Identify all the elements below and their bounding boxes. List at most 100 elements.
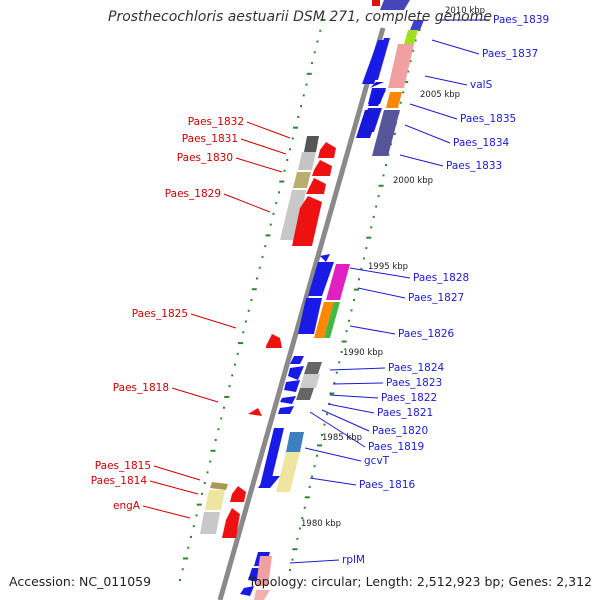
- scale-tick: [313, 465, 316, 468]
- gene-label[interactable]: Paes_1837: [482, 48, 538, 60]
- gene-feature[interactable]: [280, 190, 306, 240]
- gene-feature[interactable]: [372, 110, 400, 156]
- gene-feature[interactable]: [362, 40, 388, 84]
- scale-tick: [399, 101, 402, 104]
- gene-feature[interactable]: [372, 0, 380, 6]
- scale-tick: [289, 569, 291, 571]
- scale-tick: [338, 361, 341, 364]
- gene-label[interactable]: Paes_1824: [388, 362, 445, 374]
- gene-label[interactable]: Paes_1826: [398, 328, 455, 340]
- gene-label[interactable]: Paes_1835: [460, 113, 516, 125]
- gene-label[interactable]: Paes_1819: [368, 441, 424, 453]
- gene-feature[interactable]: [256, 556, 272, 586]
- gene-feature[interactable]: [266, 334, 282, 348]
- gene-feature[interactable]: [276, 452, 300, 492]
- scale-tick: [220, 417, 223, 420]
- gene-features-right: [372, 20, 424, 156]
- gene-label[interactable]: Paes_1827: [408, 292, 464, 304]
- gene-feature[interactable]: [318, 142, 336, 158]
- gene-feature[interactable]: [370, 82, 384, 88]
- gene-feature[interactable]: [386, 92, 402, 108]
- gene-label[interactable]: Paes_1833: [446, 160, 502, 172]
- gene-feature[interactable]: [388, 44, 414, 88]
- gene-label[interactable]: Paes_1830: [177, 152, 233, 164]
- scale-tick: [283, 169, 286, 172]
- gene-feature[interactable]: [280, 396, 296, 404]
- gene-feature[interactable]: [288, 366, 304, 380]
- gene-feature[interactable]: [286, 432, 304, 452]
- scale-tick: [303, 506, 306, 509]
- gene-feature[interactable]: [326, 264, 350, 300]
- gene-feature[interactable]: [260, 428, 284, 486]
- gene-feature[interactable]: [306, 178, 326, 194]
- gene-feature[interactable]: [300, 374, 320, 388]
- gene-label[interactable]: Paes_1839: [493, 14, 549, 26]
- gene-feature[interactable]: [293, 172, 311, 188]
- gene-feature[interactable]: [304, 136, 319, 152]
- gene-label[interactable]: Paes_1823: [386, 377, 442, 389]
- gene-feature[interactable]: [292, 196, 322, 246]
- gene-feature[interactable]: [314, 302, 334, 338]
- gene-feature[interactable]: [308, 262, 334, 296]
- gene-feature[interactable]: [205, 490, 225, 510]
- gene-feature[interactable]: [304, 362, 322, 374]
- gene-feature[interactable]: [324, 302, 340, 338]
- gene-feature[interactable]: [248, 408, 262, 416]
- gene-label[interactable]: Paes_1834: [453, 137, 510, 149]
- scale-tick: [214, 439, 217, 441]
- gene-label[interactable]: Paes_1816: [359, 479, 416, 491]
- leader-line: [431, 39, 480, 55]
- scale-tick: [313, 51, 316, 54]
- gene-label[interactable]: Paes_1829: [165, 188, 221, 200]
- scale-tick: [293, 126, 298, 129]
- gene-label[interactable]: gcvT: [364, 455, 390, 467]
- gene-label[interactable]: Paes_1814: [91, 475, 148, 487]
- scale-label: 2000 kbp: [393, 176, 433, 186]
- gene-feature[interactable]: [356, 110, 380, 138]
- gene-feature[interactable]: [210, 482, 228, 490]
- gene-feature[interactable]: [200, 512, 220, 534]
- gene-label[interactable]: Paes_1832: [188, 116, 244, 128]
- gene-label[interactable]: Paes_1820: [372, 425, 428, 437]
- scale-tick: [231, 374, 234, 377]
- gene-label[interactable]: Paes_1825: [132, 308, 188, 320]
- gene-feature[interactable]: [258, 476, 280, 488]
- gene-label[interactable]: Paes_1828: [413, 272, 469, 284]
- gene-feature[interactable]: [380, 0, 410, 10]
- scale-tick: [323, 423, 326, 426]
- gene-feature[interactable]: [230, 486, 246, 502]
- gene-label[interactable]: valS: [470, 79, 493, 91]
- scale-tick: [190, 535, 192, 538]
- gene-label[interactable]: Paes_1821: [377, 407, 433, 419]
- gene-label[interactable]: Paes_1818: [113, 382, 169, 394]
- gene-feature[interactable]: [290, 356, 304, 364]
- gene-feature[interactable]: [368, 90, 386, 106]
- gene-label[interactable]: engA: [113, 500, 141, 512]
- gene-label[interactable]: Paes_1815: [95, 460, 151, 472]
- gene-feature[interactable]: [240, 586, 254, 596]
- gene-feature[interactable]: [320, 254, 330, 262]
- gene-feature[interactable]: [298, 152, 316, 170]
- scale-tick: [317, 444, 323, 447]
- gene-feature[interactable]: [254, 590, 270, 600]
- scale-tick: [187, 546, 190, 549]
- gene-feature[interactable]: [278, 406, 294, 414]
- gene-feature[interactable]: [298, 298, 322, 334]
- gene-feature[interactable]: [312, 160, 332, 176]
- scale-tick: [265, 234, 271, 237]
- gene-feature[interactable]: [410, 20, 424, 30]
- gene-label[interactable]: rplM: [342, 554, 365, 566]
- leader-line: [309, 411, 366, 448]
- gene-feature[interactable]: [284, 380, 300, 392]
- gene-label[interactable]: Paes_1831: [182, 133, 238, 145]
- leader-line: [235, 157, 283, 173]
- accession-text: Accession: NC_011059: [9, 574, 152, 589]
- scale-tick: [217, 428, 220, 431]
- gene-label[interactable]: Paes_1822: [381, 392, 437, 404]
- gene-feature[interactable]: [296, 388, 314, 400]
- gene-feature[interactable]: [222, 508, 240, 538]
- leader-line: [399, 154, 444, 167]
- leader-line: [240, 138, 287, 155]
- gene-feature[interactable]: [404, 30, 418, 44]
